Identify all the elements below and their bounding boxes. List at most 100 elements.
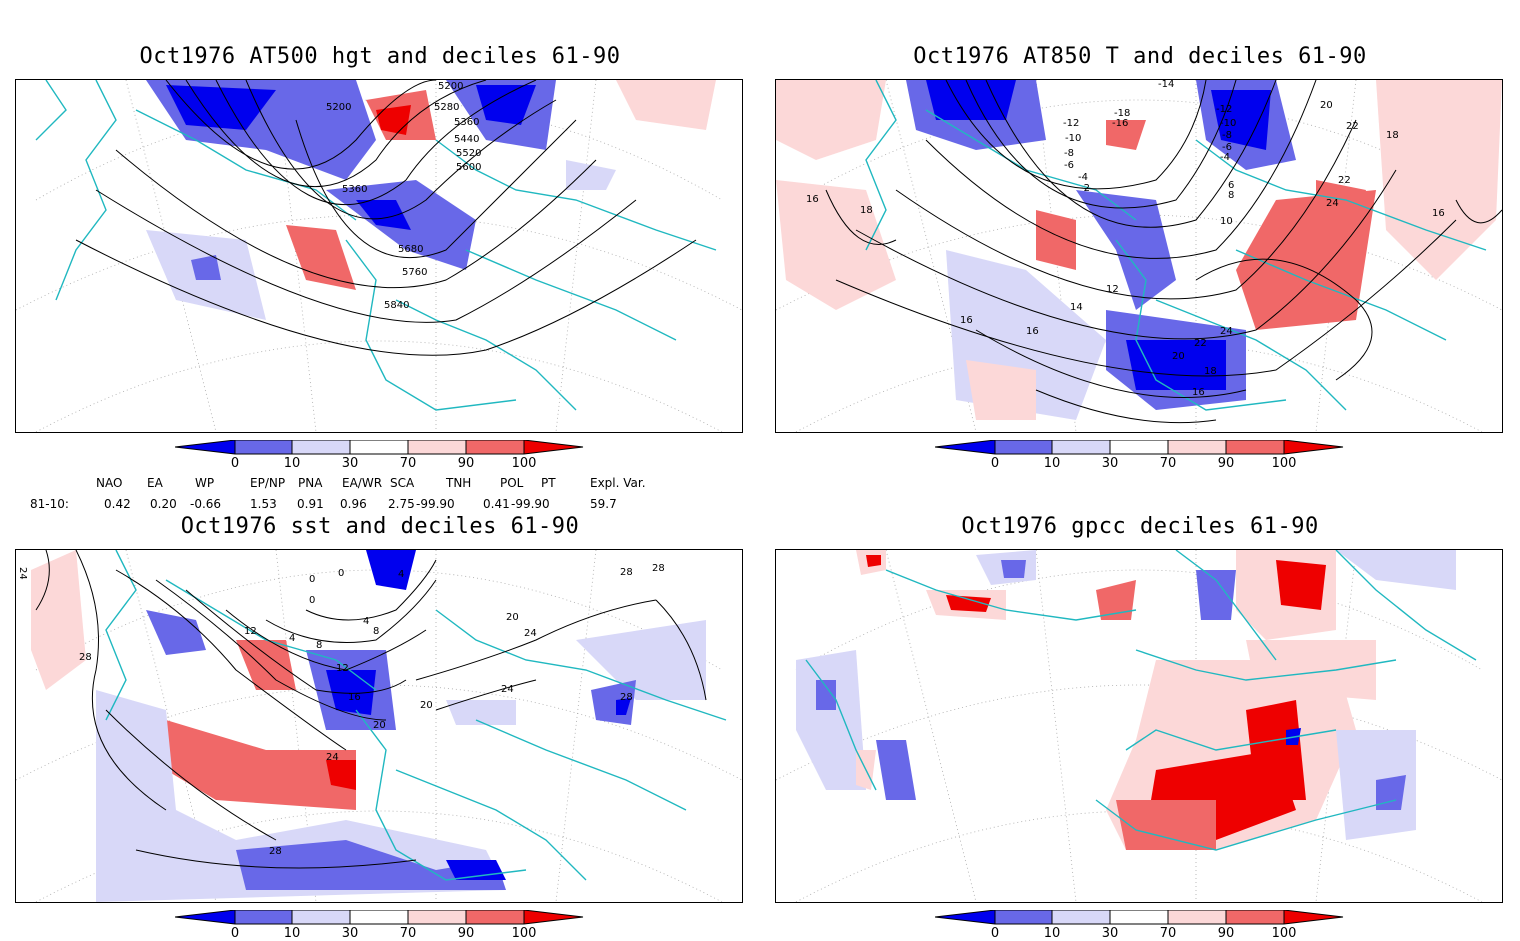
contour-label: -8 [1222,130,1232,141]
contour-label: 22 [1194,338,1207,349]
colorbar-swatch [235,440,292,454]
contour-label: -8 [1064,148,1074,159]
colorbar-tick: 30 [1101,926,1119,941]
coastlines [35,80,717,411]
contour-label: 5360 [454,117,479,128]
colorbar-tick: 90 [1217,926,1235,941]
colorbar-tick: 70 [399,926,417,941]
contour-label: 24 [524,628,537,639]
index-value: 59.7 [590,497,617,511]
contour-label: 5760 [402,267,427,278]
contour-label: 5280 [434,102,459,113]
colorbar-tick: 100 [511,456,537,471]
index-value: -99.90 [511,497,550,511]
contour-label: 22 [1346,121,1359,132]
contour-label: 4 [398,569,404,580]
contour-label: -6 [1222,142,1232,153]
colorbar-tick: 90 [1217,456,1235,471]
contour-label: -4 [1220,152,1230,163]
coastlines [805,550,1477,851]
colorbar-swatch [1052,440,1110,454]
contour-label: 20 [1320,100,1333,111]
index-value: 0.91 [297,497,324,511]
decile-shading [31,550,706,902]
colorbar-swatch [1226,440,1284,454]
contour-label: 18 [1204,366,1217,377]
colorbar-arrow-low [175,440,235,454]
contour-label: -10 [1065,133,1081,144]
index-header: NAO [96,476,123,490]
contour-label: 20 [506,612,519,623]
index-value: -99.90 [416,497,455,511]
panel-3-map-svg: 24 28 0 0 0 4 12 4 8 4 8 12 16 20 20 24 … [16,550,742,902]
contour-label: 24 [17,567,28,580]
contour-label: -12 [1216,104,1232,115]
colorbar-swatch [408,910,466,924]
colorbar-tick: 10 [1043,926,1061,941]
colorbar-tick: 0 [230,926,240,941]
index-value: 2.75 [388,497,415,511]
contour-label: 28 [652,563,665,574]
contour-label: 12 [1106,284,1119,295]
colorbar-swatches [934,909,1344,925]
index-value: 0.96 [340,497,367,511]
contour-label: 20 [1172,351,1185,362]
colorbar-tick: 70 [1159,456,1177,471]
colorbar-swatch [292,910,350,924]
contour-label: -10 [1220,118,1236,129]
colorbar-swatch [350,440,408,454]
index-value: 1.53 [250,497,277,511]
colorbar-swatch [1168,910,1226,924]
colorbar-swatch [408,440,466,454]
panel-4-map [775,549,1503,903]
contour-label: -18 [1114,108,1130,119]
contour-label: 12 [244,626,257,637]
colorbar-swatches [174,439,584,455]
contour-label: 5600 [456,162,481,173]
colorbar-swatch [235,910,292,924]
contour-label: 0 [338,568,344,579]
contour-label: 5200 [438,81,463,92]
panel-4-title: Oct1976 gpcc deciles 61-90 [961,514,1319,539]
contour-label: 28 [79,652,92,663]
contour-label: 20 [420,700,433,711]
colorbar-swatch [1226,910,1284,924]
contour-label: 4 [289,633,295,644]
index-header: POL [500,476,524,490]
colorbar-tick: 30 [1101,456,1119,471]
temperature-contours [825,80,1502,424]
contour-label: 28 [620,567,633,578]
index-row-label: 81-10: [30,497,69,511]
contour-label: 5440 [454,134,479,145]
colorbar-bottom-left: 0 10 30 70 90 100 [174,909,595,941]
index-header: EP/NP [250,476,286,490]
index-header: Expl. Var. [590,476,646,490]
coastlines [105,550,727,881]
colorbar-swatch [466,910,524,924]
contour-label: 5680 [398,244,423,255]
temperature-contour-labels: -14 -12 -10 -18 -16 -8 -6 -4 -2 -12 -10 … [806,80,1445,398]
panel-3-title: Oct1976 sst and deciles 61-90 [180,514,580,539]
contour-label: 16 [348,692,361,703]
colorbar-top-right: 0 10 30 70 90 100 [934,439,1355,471]
contour-label: 14 [1070,302,1083,313]
contour-label: 24 [1326,198,1339,209]
contour-label: 4 [363,616,369,627]
contour-label: 6 [1228,180,1234,191]
contour-label: 8 [1228,190,1234,201]
colorbar-arrow-high [524,440,583,454]
contour-label: 16 [1192,387,1205,398]
contour-label: -16 [1112,118,1128,129]
contour-label: 16 [960,315,973,326]
colorbar-tick: 100 [1271,926,1297,941]
index-header: SCA [390,476,415,490]
colorbar-swatch [292,440,350,454]
index-header: EA [147,476,163,490]
index-header: TNH [446,476,472,490]
panel-2-map-svg: -14 -12 -10 -18 -16 -8 -6 -4 -2 -12 -10 … [776,80,1502,432]
decile-shading [776,80,1502,420]
colorbar-swatch [466,440,524,454]
colorbar-tick: 30 [341,926,359,941]
index-header: WP [195,476,215,490]
colorbar-top-left: 0 10 30 70 90 100 [174,439,595,471]
